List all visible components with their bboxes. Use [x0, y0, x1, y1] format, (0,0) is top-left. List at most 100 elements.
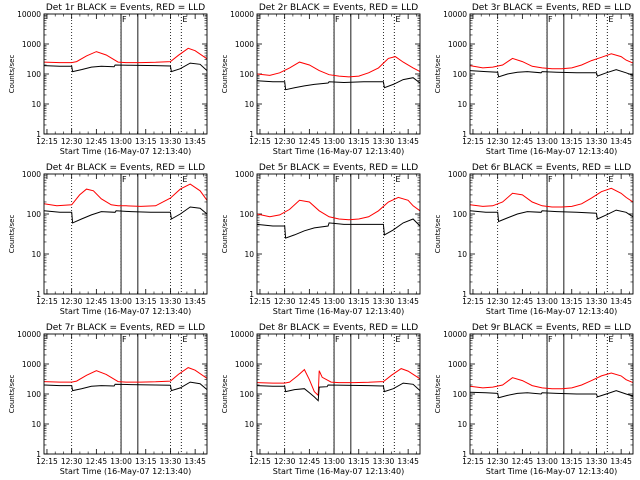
y-tick-label: 10000: [17, 330, 41, 339]
x-tick-label: 13:00: [323, 297, 345, 306]
x-tick-label: 12:30: [274, 297, 296, 306]
y-tick-label: 100: [453, 210, 468, 219]
x-tick-label: 12:15: [462, 137, 484, 146]
plot-frame: [43, 333, 208, 455]
x-tick-label: 13:00: [323, 137, 345, 146]
lld-series-line: [256, 196, 421, 221]
chart-panel-3: Det 3r BLACK = Events, RED = LLD 1 10 100 10…: [434, 3, 634, 156]
x-tick-label: 13:45: [184, 137, 206, 146]
plot-frame: [256, 173, 421, 295]
plot-frame: [256, 13, 421, 135]
panel-title: Det 6r BLACK = Events, RED = LLD: [472, 163, 631, 173]
y-tick-label: 1: [249, 450, 254, 459]
x-tick-label: 12:30: [61, 457, 83, 466]
x-tick-label: 12:30: [274, 137, 296, 146]
events-series-line: [43, 381, 208, 392]
y-tick-label: 1: [462, 450, 467, 459]
lld-series-line: [256, 56, 421, 78]
event-marker-label: F: [122, 15, 127, 24]
x-tick-label: 13:00: [536, 457, 558, 466]
x-tick-label: 12:30: [487, 457, 509, 466]
x-tick-label: 13:45: [184, 457, 206, 466]
x-axis-label: Start Time (16-May-07 12:13:40): [486, 467, 617, 476]
x-tick-label: 12:45: [512, 137, 534, 146]
x-axis-label: Start Time (16-May-07 12:13:40): [486, 307, 617, 316]
lld-series-line: [469, 187, 634, 208]
event-marker-label: F: [122, 175, 127, 184]
panel-title: Det 8r BLACK = Events, RED = LLD: [259, 323, 418, 333]
y-tick-label: 100: [27, 70, 42, 79]
event-marker-label: E: [395, 15, 400, 24]
chart-panel-1: Det 1r BLACK = Events, RED = LLD 1 10 100 10…: [8, 3, 208, 156]
event-marker-label: E: [182, 15, 187, 24]
x-tick-label: 13:15: [561, 297, 583, 306]
x-tick-label: 13:15: [135, 137, 157, 146]
x-tick-label: 13:45: [610, 137, 632, 146]
y-tick-label: 1000: [22, 360, 41, 369]
x-tick-label: 13:45: [397, 457, 419, 466]
x-tick-label: 12:30: [61, 137, 83, 146]
y-tick-label: 10000: [443, 330, 467, 339]
panel-title: Det 3r BLACK = Events, RED = LLD: [472, 3, 631, 13]
plot-frame: [43, 173, 208, 295]
y-tick-label: 1: [462, 290, 467, 299]
y-tick-label: 1000: [448, 360, 467, 369]
x-tick-label: 13:45: [610, 297, 632, 306]
panel-title: Det 4r BLACK = Events, RED = LLD: [46, 163, 205, 173]
y-tick-label: 1000: [448, 170, 467, 179]
x-tick-label: 13:00: [323, 457, 345, 466]
y-tick-label: 1000: [235, 170, 254, 179]
x-tick-label: 12:15: [462, 297, 484, 306]
event-marker-label: F: [122, 335, 127, 344]
x-axis-label: Start Time (16-May-07 12:13:40): [273, 467, 404, 476]
y-tick-label: 1: [249, 290, 254, 299]
plot-frame: [43, 13, 208, 135]
events-series-line: [256, 218, 421, 239]
x-tick-label: 13:30: [586, 137, 608, 146]
lld-series-line: [43, 183, 208, 207]
plot-frame: [469, 173, 634, 295]
lld-series-line: [469, 372, 634, 390]
y-axis-label: Counts/sec: [221, 215, 229, 254]
x-tick-label: 12:15: [36, 137, 58, 146]
y-tick-label: 10: [244, 250, 254, 259]
events-series-line: [469, 69, 634, 78]
events-series-line: [469, 209, 634, 223]
x-tick-label: 12:45: [86, 137, 108, 146]
events-series-line: [43, 206, 208, 224]
events-series-line: [256, 382, 421, 402]
event-marker-label: F: [335, 335, 340, 344]
x-tick-label: 12:15: [462, 457, 484, 466]
y-tick-label: 10000: [17, 10, 41, 19]
y-axis-label: Counts/sec: [221, 55, 229, 94]
x-tick-label: 13:30: [586, 297, 608, 306]
y-tick-label: 100: [240, 70, 255, 79]
x-tick-label: 12:15: [36, 297, 58, 306]
x-axis-label: Start Time (16-May-07 12:13:40): [60, 307, 191, 316]
x-tick-label: 13:15: [348, 137, 370, 146]
y-tick-label: 1000: [22, 40, 41, 49]
y-tick-label: 10000: [230, 330, 254, 339]
x-tick-label: 13:15: [561, 457, 583, 466]
chart-panel-2: Det 2r BLACK = Events, RED = LLD 1 10 100 10…: [221, 3, 421, 156]
y-tick-label: 10: [244, 100, 254, 109]
x-tick-label: 13:00: [110, 137, 132, 146]
event-marker-label: E: [608, 175, 613, 184]
x-tick-label: 12:30: [274, 457, 296, 466]
x-tick-label: 13:15: [348, 297, 370, 306]
y-tick-label: 1000: [22, 170, 41, 179]
chart-panel-6: Det 6r BLACK = Events, RED = LLD 1 10 100 10…: [434, 163, 634, 316]
x-tick-label: 13:30: [160, 457, 182, 466]
x-tick-label: 13:00: [110, 457, 132, 466]
events-series-line: [43, 62, 208, 73]
x-tick-label: 13:15: [135, 457, 157, 466]
y-tick-label: 10: [31, 100, 41, 109]
y-tick-label: 100: [240, 210, 255, 219]
y-tick-label: 100: [240, 390, 255, 399]
lld-series-line: [256, 368, 421, 397]
x-tick-label: 13:00: [536, 297, 558, 306]
event-marker-label: E: [182, 335, 187, 344]
y-tick-label: 1000: [235, 360, 254, 369]
